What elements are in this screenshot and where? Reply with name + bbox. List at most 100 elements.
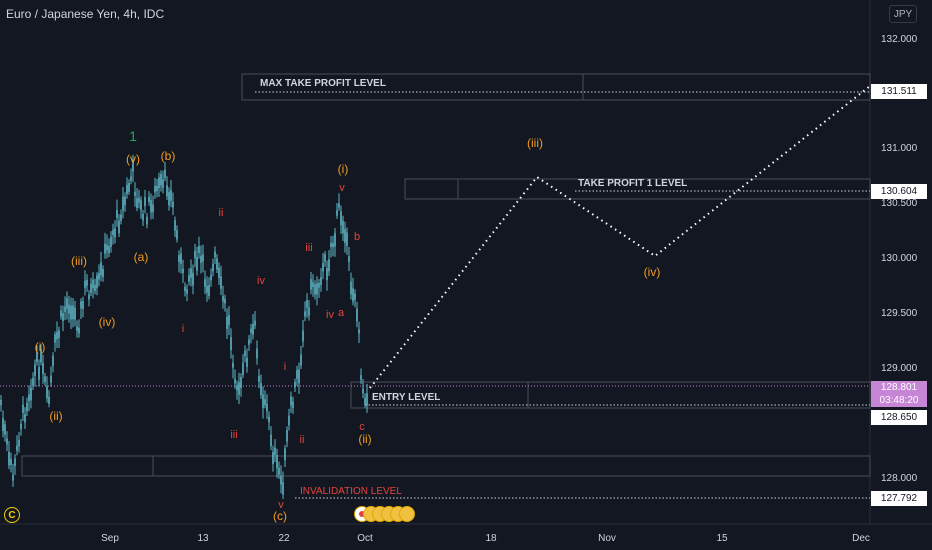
candle-body — [232, 362, 234, 368]
candle-body — [114, 228, 116, 238]
candle-body — [202, 254, 204, 262]
candle-body — [322, 263, 324, 272]
candle-body — [54, 334, 56, 343]
candle-body — [214, 251, 216, 258]
candle-body — [362, 388, 364, 394]
candle-body — [182, 268, 184, 273]
candle-body — [276, 455, 278, 469]
candle-body — [286, 430, 288, 442]
price-tick: 129.000 — [881, 363, 918, 374]
candle-body — [206, 285, 208, 293]
candle-body — [136, 198, 138, 209]
candle-body — [256, 348, 258, 359]
candle-body — [90, 283, 92, 293]
candle-body — [112, 229, 114, 236]
candle-body — [26, 402, 28, 412]
wave-label-red: iv — [257, 275, 265, 287]
wave-label-orange: (iv) — [99, 315, 116, 329]
candle-body — [58, 330, 60, 338]
wave-label-red: i — [284, 361, 286, 373]
source-badge[interactable]: C — [4, 507, 20, 523]
price-tick: 129.500 — [881, 308, 918, 319]
time-label: Nov — [598, 533, 616, 544]
candle-body — [176, 230, 178, 240]
invalidation-label: INVALIDATION LEVEL — [300, 486, 402, 497]
candle-body — [138, 197, 140, 203]
candle-body — [36, 351, 38, 362]
candle-body — [336, 210, 338, 216]
lower-box[interactable] — [21, 455, 871, 477]
symbol-title[interactable]: Euro / Japanese Yen, 4h, IDC — [6, 7, 165, 21]
candle-body — [122, 196, 124, 211]
invalidation-price-tag: 127.792 — [871, 491, 927, 506]
time-label: 15 — [716, 533, 728, 544]
candle-body — [86, 279, 88, 286]
candle-body — [92, 279, 94, 289]
candle-body — [238, 382, 240, 395]
wave-label-orange: (v) — [126, 152, 140, 166]
time-label: 22 — [278, 533, 290, 544]
candle-body — [260, 383, 262, 396]
candle-body — [274, 447, 276, 455]
candle-body — [288, 415, 290, 426]
candle-body — [328, 259, 330, 272]
candle-body — [76, 326, 78, 331]
price-tick: 132.000 — [881, 34, 918, 45]
candle-body — [208, 285, 210, 297]
wave-label-orange: (i) — [35, 340, 46, 354]
candle-body — [310, 279, 312, 290]
candle-body — [326, 268, 328, 281]
candle-body — [230, 337, 232, 350]
candle-body — [142, 213, 144, 221]
candle-body — [0, 399, 2, 406]
wave-label-orange: (iii) — [71, 254, 87, 268]
candle-body — [352, 288, 354, 302]
candle-body — [14, 458, 16, 466]
candle-body — [300, 354, 302, 366]
take-profit-1-box[interactable] — [404, 178, 871, 200]
wave-label-red: b — [354, 231, 360, 243]
candle-body — [168, 192, 170, 206]
candle-body — [30, 387, 32, 401]
time-label: Sep — [101, 533, 119, 544]
wave-label-red: v — [339, 182, 345, 194]
wave-label-orange: (a) — [134, 250, 149, 264]
candle-body — [226, 316, 228, 329]
candle-body — [292, 401, 294, 408]
candle-body — [364, 397, 366, 405]
max-take-profit-box[interactable] — [241, 73, 871, 101]
candle-body — [44, 376, 46, 383]
candle-body — [154, 185, 156, 193]
wave-label-red: a — [338, 307, 345, 319]
candle-body — [210, 275, 212, 281]
projection-path[interactable] — [369, 85, 871, 389]
candle-body — [278, 468, 280, 475]
candle-body — [146, 216, 148, 225]
events-markers[interactable] — [354, 506, 418, 524]
candle-body — [10, 459, 12, 465]
candle-body — [180, 253, 182, 264]
event-icon[interactable] — [399, 506, 415, 522]
entry-label: ENTRY LEVEL — [372, 392, 440, 403]
candle-body — [318, 283, 320, 288]
wave-label-orange: (b) — [161, 149, 176, 163]
currency-button[interactable]: JPY — [889, 5, 917, 23]
candle-body — [64, 306, 66, 312]
candle-body — [358, 329, 360, 334]
candlesticks — [0, 154, 368, 499]
candle-body — [166, 185, 168, 197]
candle-body — [104, 243, 106, 254]
entry-box[interactable] — [350, 381, 871, 409]
candle-body — [298, 369, 300, 384]
candle-body — [196, 256, 198, 271]
candle-body — [34, 364, 36, 376]
candle-body — [258, 375, 260, 382]
candle-body — [116, 210, 118, 218]
candle-body — [74, 307, 76, 320]
candle-body — [48, 396, 50, 404]
candle-body — [312, 282, 314, 288]
bar-countdown: 03:48:20 — [871, 394, 927, 407]
wave-label-red: ii — [219, 207, 224, 219]
wave-label-orange: (ii) — [49, 409, 62, 423]
